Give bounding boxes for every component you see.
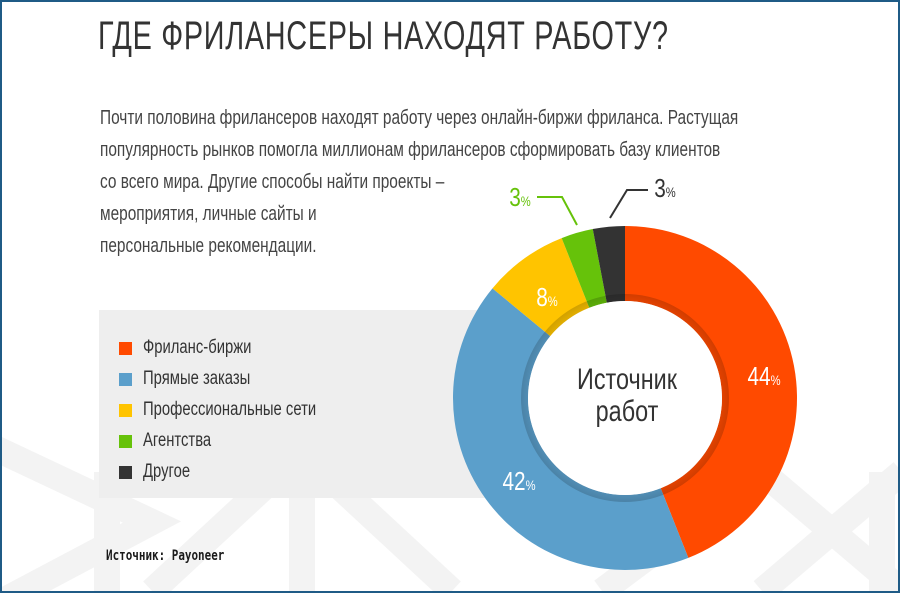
donut-center-title: Источник работ (547, 364, 707, 428)
legend-item-professional-networks: Профессиональные сети (119, 398, 365, 422)
legend-label: Профессиональные сети (143, 399, 317, 420)
slice-labels: 44% 42% 8% 3% 3% (502, 174, 780, 496)
intro-paragraph: Почти половина фрилансеров находят работ… (100, 102, 862, 262)
intro-line: персональные рекомендации. (100, 235, 317, 257)
legend-swatch-dark (119, 465, 132, 479)
legend-label: Агентства (143, 430, 212, 451)
legend-item-agencies: Агентства (119, 429, 230, 453)
legend-item-freelance-exchanges: Фриланс-биржи (119, 336, 282, 360)
slice-agencies (561, 229, 607, 308)
legend-item-direct-orders: Прямые заказы (119, 367, 281, 391)
intro-line: Почти половина фрилансеров находят работ… (100, 107, 739, 129)
slice-percent-label: 8% (536, 283, 558, 312)
legend-label: Прямые заказы (143, 368, 251, 389)
legend-label: Другое (143, 461, 191, 482)
leader-line-other (609, 189, 648, 219)
legend-swatch-green (119, 434, 132, 448)
page-title: ГДЕ ФРИЛАНСЕРЫ НАХОДЯТ РАБОТУ? (98, 14, 669, 58)
center-title-line2: работ (595, 395, 659, 428)
slice-percent-label: 3% (654, 174, 676, 203)
center-title-line1: Источник (577, 363, 677, 396)
legend: Фриланс-биржи Прямые заказы Профессионал… (99, 310, 519, 498)
slice-percent-label: 42% (502, 467, 535, 496)
source-credit: Источник: Payoneer (106, 548, 225, 564)
intro-line: мероприятия, личные сайты и (100, 203, 317, 225)
slice-professional-networks (492, 238, 590, 337)
legend-label: Фриланс-биржи (143, 337, 252, 358)
legend-swatch-orange (119, 341, 132, 355)
leader-line-agencies (537, 196, 578, 226)
slice-other (592, 226, 625, 303)
legend-swatch-blue (119, 372, 132, 386)
intro-line: со всего мира. Другие способы найти прое… (100, 171, 445, 193)
slice-percent-label: 3% (509, 183, 531, 212)
intro-line: популярность рынков помогла миллионам фр… (100, 139, 721, 161)
legend-swatch-yellow (119, 403, 132, 417)
donut-hole (528, 301, 722, 495)
slice-percent-label: 44% (747, 362, 780, 391)
legend-item-other: Другое (119, 460, 203, 484)
